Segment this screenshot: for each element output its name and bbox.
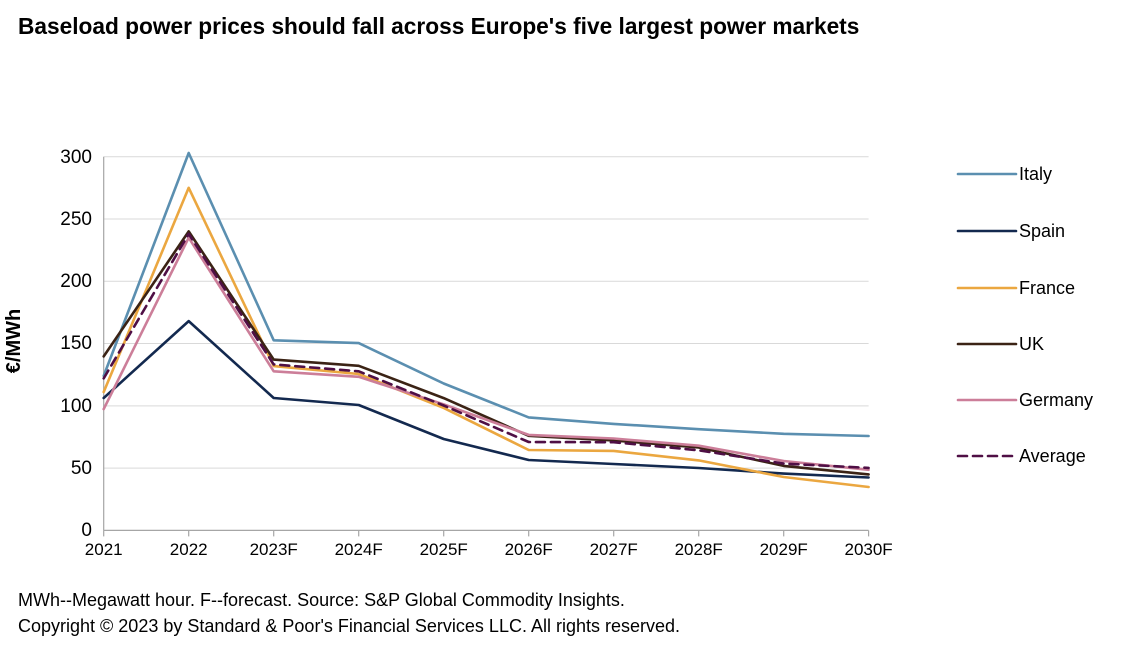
svg-text:Spain: Spain [1019, 221, 1065, 241]
svg-text:Italy: Italy [1019, 164, 1052, 184]
svg-text:Germany: Germany [1019, 390, 1093, 410]
svg-text:Average: Average [1019, 446, 1086, 466]
svg-text:UK: UK [1019, 334, 1044, 354]
svg-text:France: France [1019, 278, 1075, 298]
